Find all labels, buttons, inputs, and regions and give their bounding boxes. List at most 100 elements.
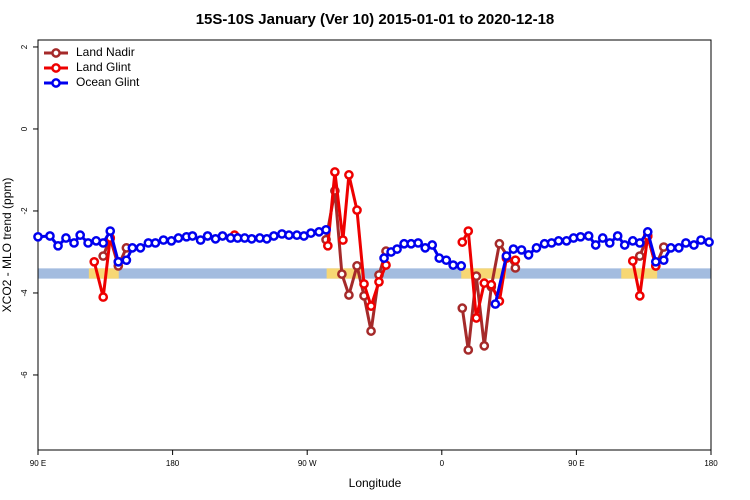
- series-point: [612, 231, 623, 241]
- series-point: [359, 279, 369, 289]
- x-tick-label: 90 E: [30, 459, 46, 468]
- y-tick-label: 0: [20, 126, 29, 131]
- legend-marker: [51, 48, 61, 58]
- series-point: [83, 238, 93, 248]
- series-point: [105, 226, 116, 236]
- series-point: [338, 235, 348, 245]
- series-point: [366, 301, 376, 311]
- series-point: [479, 341, 490, 351]
- y-tick-label: -4: [20, 289, 29, 297]
- series-point: [75, 230, 86, 241]
- x-tick-label: 90 E: [568, 459, 584, 468]
- series-point: [53, 240, 63, 251]
- series-point: [658, 255, 669, 266]
- series-point: [457, 303, 468, 313]
- x-tick-label: 0: [440, 459, 445, 468]
- series-point: [330, 167, 340, 177]
- series-point: [604, 238, 615, 248]
- series-point: [344, 170, 354, 180]
- series-point: [268, 231, 279, 241]
- series-point: [89, 256, 100, 267]
- series-point: [173, 233, 184, 243]
- series-point: [523, 249, 534, 260]
- series-point: [366, 326, 376, 336]
- series-point: [374, 277, 384, 287]
- series-point: [33, 231, 43, 242]
- series-point: [508, 244, 519, 254]
- series-point: [501, 251, 512, 261]
- series-point: [494, 238, 505, 249]
- series-point: [510, 263, 521, 273]
- x-tick-label: 180: [704, 459, 718, 468]
- series-point: [619, 240, 630, 250]
- series-point: [634, 290, 645, 301]
- series-point: [583, 231, 594, 241]
- series-point: [352, 261, 362, 271]
- series-point: [158, 235, 169, 245]
- series-point: [322, 240, 333, 251]
- series-point: [590, 240, 601, 250]
- series-point: [321, 224, 331, 235]
- series-point: [575, 231, 586, 242]
- legend-label: Ocean Glint: [76, 75, 140, 89]
- series-point: [516, 245, 527, 255]
- series-point: [98, 292, 109, 302]
- series-point: [463, 345, 474, 355]
- series-point: [98, 238, 109, 248]
- legend-marker: [51, 63, 61, 73]
- series-point: [642, 227, 653, 237]
- series-point: [471, 313, 482, 323]
- series-point: [344, 290, 354, 300]
- series-point: [427, 240, 438, 250]
- legend-marker: [51, 78, 61, 88]
- series-point: [217, 231, 228, 241]
- y-tick-label: -6: [20, 371, 29, 379]
- series-point: [689, 240, 699, 250]
- series-point: [553, 236, 564, 246]
- series-point: [666, 243, 676, 253]
- series-point: [456, 261, 467, 271]
- series-point: [187, 231, 198, 241]
- series-point: [352, 205, 362, 215]
- series-point: [634, 251, 645, 261]
- series-point: [61, 233, 71, 243]
- series-point: [337, 269, 347, 279]
- series-point: [379, 253, 389, 263]
- series-point: [392, 244, 402, 254]
- series-point: [135, 243, 146, 253]
- series-point: [597, 233, 608, 243]
- y-axis-label: XCO2 - MLO trend (ppm): [0, 178, 14, 313]
- y-tick-label: 2: [20, 44, 29, 49]
- series-point: [448, 260, 459, 270]
- series-point: [284, 230, 294, 241]
- series-point: [650, 256, 661, 267]
- series-point: [121, 255, 132, 266]
- series-point: [627, 256, 638, 266]
- series-point: [490, 299, 501, 309]
- series-point: [704, 237, 714, 247]
- land-band: [461, 268, 507, 279]
- y-tick-label: -2: [20, 207, 29, 215]
- series-point: [69, 238, 79, 248]
- land-band: [621, 268, 658, 279]
- series-point: [681, 238, 691, 248]
- series-point: [195, 235, 206, 245]
- series-point: [634, 238, 645, 248]
- series-point: [127, 243, 138, 253]
- series-line: [92, 171, 658, 319]
- series-point: [463, 226, 474, 236]
- x-tick-label: 90 W: [298, 459, 317, 468]
- series-point: [696, 235, 706, 245]
- series-point: [510, 255, 521, 266]
- series-point: [98, 251, 109, 261]
- series-point: [150, 238, 161, 248]
- series-point: [246, 234, 257, 244]
- series-point: [531, 243, 542, 253]
- chart-title: 15S-10S January (Ver 10) 2015-01-01 to 2…: [196, 11, 555, 28]
- legend-label: Land Nadir: [76, 45, 135, 59]
- series-point: [113, 256, 124, 267]
- series-point: [413, 238, 424, 248]
- x-tick-label: 180: [166, 459, 180, 468]
- series-point: [486, 279, 497, 290]
